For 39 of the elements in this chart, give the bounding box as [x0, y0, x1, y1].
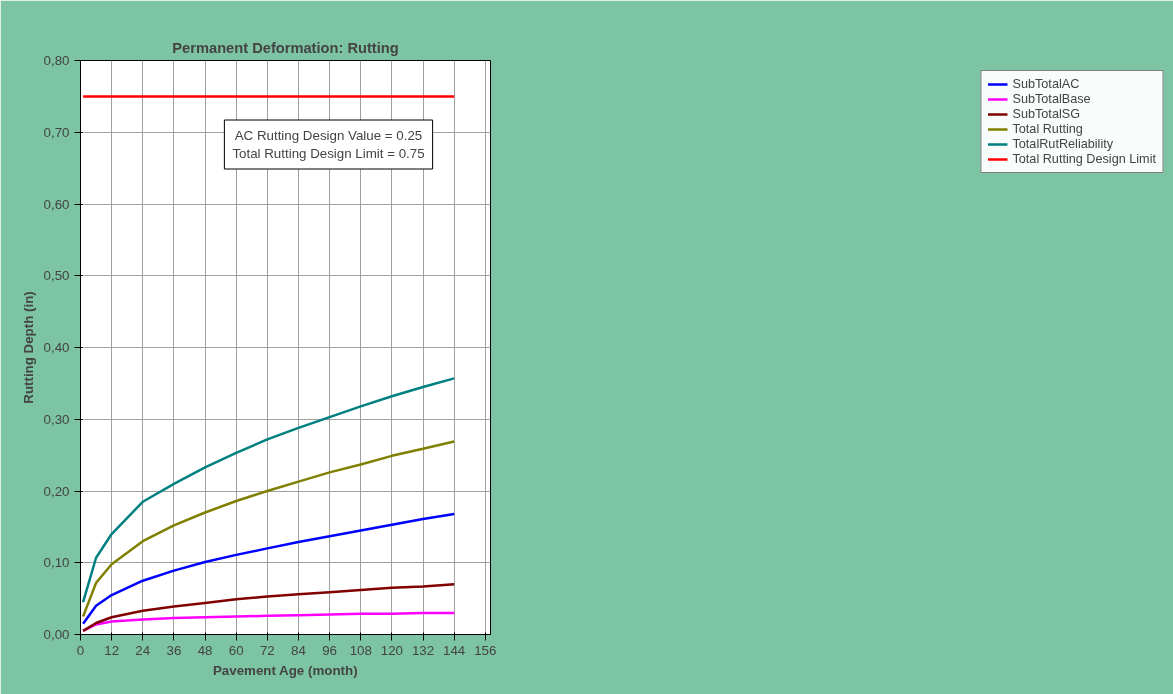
y-tick-label: 0,40 — [43, 340, 70, 355]
legend-label: SubTotalAC — [1012, 77, 1080, 91]
x-tick-label: 12 — [104, 642, 120, 658]
y-tick-label: 0,70 — [43, 124, 70, 140]
annotation: Total Rutting Design Limit = 0.75 — [232, 146, 425, 161]
y-tick-label: 0,80 — [43, 53, 70, 68]
x-tick-label: 156 — [474, 642, 497, 658]
legend-label: TotalRutReliability — [1012, 137, 1114, 151]
x-tick-label: 96 — [322, 642, 338, 658]
legend-label: Total Rutting — [1012, 122, 1083, 136]
x-tick-label: 60 — [228, 642, 244, 658]
x-tick-label: 36 — [166, 642, 182, 658]
x-axis-title: Pavement Age (month) — [212, 662, 358, 678]
x-tick-label: 132 — [411, 642, 435, 658]
line-series — [81, 440, 456, 618]
y-tick-label: 0,10 — [43, 555, 70, 571]
annotation: AC Rutting Design Value = 0.25 — [234, 128, 423, 143]
legend-label: SubTotalSG — [1012, 107, 1081, 121]
y-tick-label: 0,00 — [43, 627, 70, 642]
x-tick-label: 0 — [76, 642, 85, 658]
x-tick-label: 120 — [380, 642, 404, 658]
y-tick-label: 0,50 — [43, 268, 70, 284]
chart-title: Permanent Deformation: Rutting — [172, 39, 399, 56]
y-tick-label: 0,60 — [43, 196, 70, 212]
line-series — [81, 611, 456, 633]
x-tick-label: 24 — [135, 642, 151, 658]
line-series — [81, 377, 456, 604]
y-tick-label: 0,20 — [43, 483, 70, 499]
x-tick-label: 108 — [349, 642, 372, 658]
x-tick-label: 84 — [291, 642, 307, 658]
legend-label: SubTotalBase — [1012, 92, 1091, 106]
y-tick-label: 0,30 — [43, 411, 70, 427]
line-series — [81, 583, 456, 633]
x-tick-label: 72 — [259, 642, 275, 658]
legend-label: Total Rutting Design Limit — [1012, 152, 1156, 166]
y-axis-title: Rutting Depth (in) — [20, 291, 36, 404]
line-series — [81, 512, 456, 625]
x-tick-label: 144 — [443, 642, 466, 658]
x-tick-label: 48 — [197, 642, 213, 658]
